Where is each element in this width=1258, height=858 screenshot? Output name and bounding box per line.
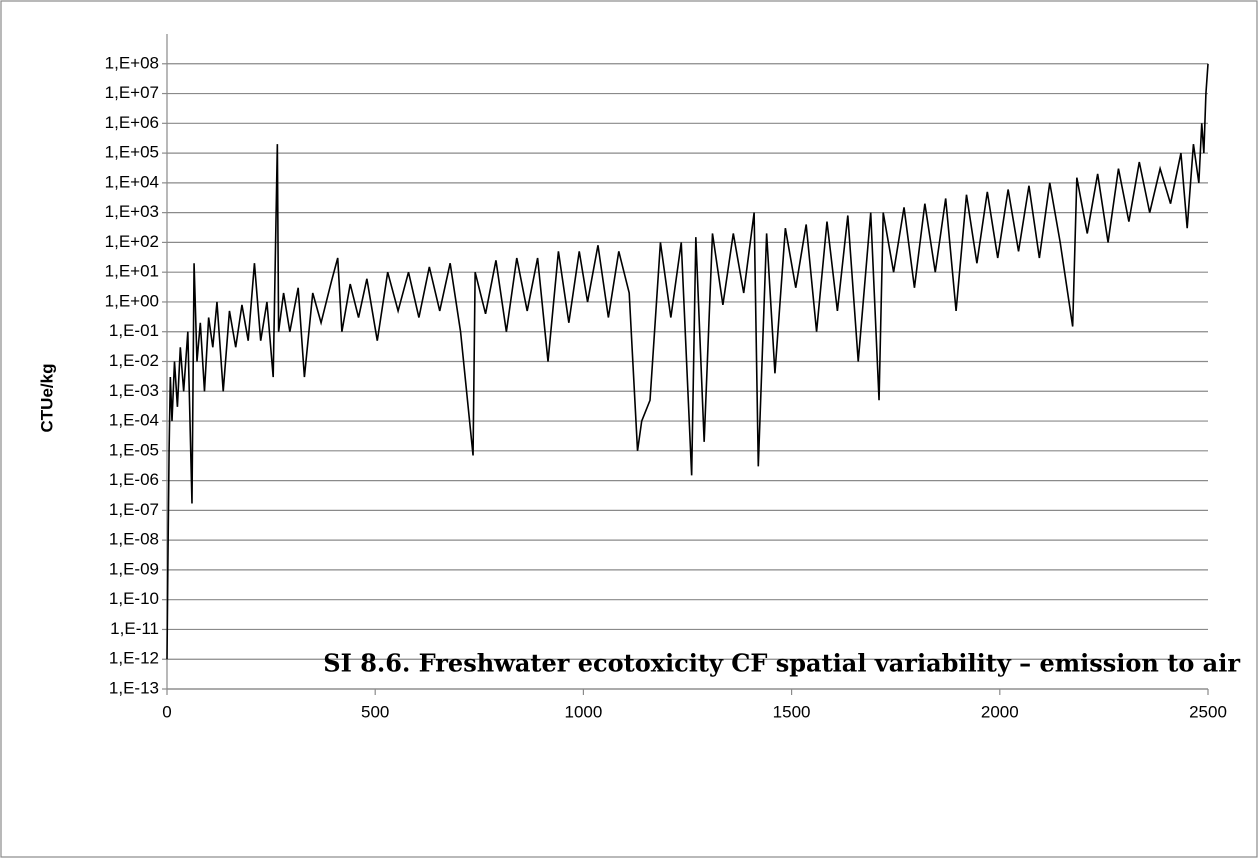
y-tick-label: 1,E-04 [109, 411, 159, 430]
y-tick-label: 1,E-01 [109, 321, 159, 340]
y-tick-label: 1,E-12 [109, 649, 159, 668]
x-tick-label: 1500 [773, 702, 811, 721]
y-tick-label: 1,E+00 [105, 291, 159, 310]
x-tick-label: 0 [162, 702, 171, 721]
y-tick-label: 1,E+07 [105, 83, 159, 102]
y-tick-label: 1,E+08 [105, 53, 159, 72]
y-tick-label: 1,E-10 [109, 589, 159, 608]
data-line [166, 63, 1209, 660]
y-tick-label: 1,E-03 [109, 381, 159, 400]
x-tick-label: 500 [361, 702, 389, 721]
y-tick-label: 1,E-07 [109, 500, 159, 519]
y-tick-label: 1,E-13 [109, 678, 159, 697]
x-tick-label: 2500 [1189, 702, 1227, 721]
y-tick-label: 1,E+03 [105, 202, 159, 221]
y-tick-label: 1,E-09 [109, 559, 159, 578]
y-tick-label: 1,E-06 [109, 470, 159, 489]
y-tick-label: 1,E-11 [110, 619, 159, 638]
y-tick-label: 1,E+05 [105, 143, 159, 162]
y-tick-label: 1,E-05 [109, 440, 159, 459]
y-axis-label: CTUe/kg [37, 364, 56, 433]
x-tick-label: 2000 [981, 702, 1019, 721]
y-tick-label: 1,E+04 [105, 172, 159, 191]
x-tick-label: 1000 [564, 702, 602, 721]
y-tick-label: 1,E+01 [105, 262, 159, 281]
y-tick-label: 1,E+06 [105, 113, 159, 132]
y-tick-label: 1,E+02 [105, 232, 159, 251]
chart-title: SI 8.6. Freshwater ecotoxicity CF spatia… [323, 649, 1240, 678]
y-tick-label: 1,E-02 [109, 351, 159, 370]
y-tick-label: 1,E-08 [109, 530, 159, 549]
